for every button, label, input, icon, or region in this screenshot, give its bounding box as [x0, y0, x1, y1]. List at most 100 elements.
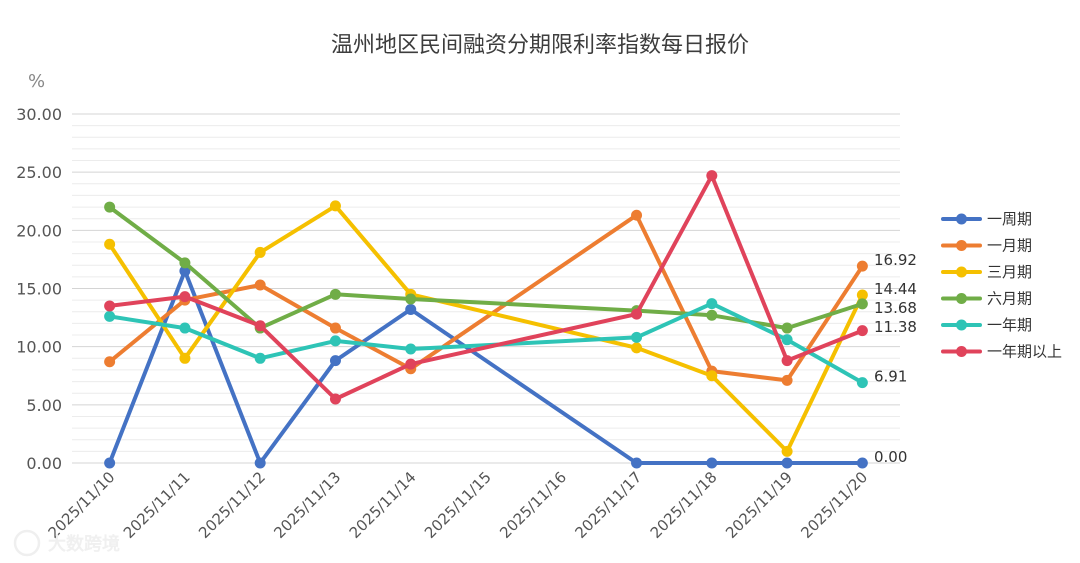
end-value-label: 13.68 — [874, 299, 917, 317]
data-point — [329, 288, 341, 300]
data-point — [631, 209, 643, 221]
data-point — [706, 457, 718, 469]
data-point — [781, 457, 793, 469]
data-point — [179, 291, 191, 303]
end-value-label: 16.92 — [874, 251, 917, 269]
y-tick-label: 0.00 — [26, 454, 62, 473]
data-point — [329, 355, 341, 367]
data-point — [405, 343, 417, 355]
y-tick-label: 20.00 — [16, 221, 62, 240]
data-point — [856, 325, 868, 337]
data-point — [254, 320, 266, 332]
data-point — [329, 322, 341, 334]
grid-lines — [72, 113, 900, 464]
legend-item: 六月期 — [941, 290, 1032, 308]
legend-label: 三月期 — [987, 263, 1032, 281]
data-point — [104, 300, 116, 312]
data-point — [104, 356, 116, 368]
data-point — [856, 298, 868, 310]
x-tick-label: 2025/11/20 — [797, 468, 871, 542]
data-point — [405, 303, 417, 315]
y-tick-label: 25.00 — [16, 163, 62, 182]
data-point — [329, 200, 341, 212]
data-point — [706, 370, 718, 382]
x-tick-label: 2025/11/13 — [270, 468, 344, 542]
legend-marker — [956, 240, 967, 251]
legend-marker — [956, 213, 967, 225]
y-tick-label: 30.00 — [16, 105, 62, 124]
series-三月期 — [104, 200, 868, 457]
series-六月期 — [104, 201, 868, 334]
data-point — [104, 310, 116, 322]
legend-item: 三月期 — [941, 263, 1032, 281]
data-point — [631, 331, 643, 343]
data-point — [706, 170, 718, 182]
chart-title: 温州地区民间融资分期限利率指数每日报价 — [331, 33, 749, 58]
data-point — [254, 352, 266, 364]
data-point — [856, 260, 868, 272]
legend-marker — [956, 346, 967, 357]
data-point — [405, 358, 417, 370]
x-tick-label: 2025/11/18 — [647, 468, 721, 542]
y-tick-label: 15.00 — [16, 280, 62, 299]
legend-marker — [956, 266, 967, 278]
end-value-label: 6.91 — [874, 368, 907, 386]
legend-label: 一月期 — [987, 237, 1032, 255]
data-point — [706, 298, 718, 310]
x-tick-label: 2025/11/15 — [421, 468, 495, 542]
x-tick-label: 2025/11/12 — [195, 468, 269, 542]
series-line — [107, 203, 865, 454]
y-tick-label: 10.00 — [16, 338, 62, 357]
legend-item: 一周期 — [941, 210, 1032, 228]
data-point — [179, 257, 191, 269]
data-point — [405, 293, 417, 305]
data-point — [179, 352, 191, 364]
series-lines — [104, 170, 868, 469]
series-一年期 — [104, 298, 868, 389]
data-point — [254, 246, 266, 258]
legend-marker — [956, 319, 967, 331]
x-tick-label: 2025/11/11 — [120, 468, 194, 542]
end-value-label: 11.38 — [874, 318, 917, 336]
x-tick-label: 2025/11/17 — [572, 468, 646, 542]
legend-label: 一年期 — [987, 316, 1032, 334]
series-一年期以上 — [104, 170, 868, 405]
end-value-label: 14.44 — [874, 280, 917, 298]
legend-item: 一年期以上 — [941, 343, 1062, 361]
x-tick-label: 2025/11/14 — [346, 468, 420, 542]
data-point — [179, 322, 191, 334]
data-point — [706, 309, 718, 321]
data-point — [631, 342, 643, 354]
legend-item: 一年期 — [941, 316, 1032, 334]
data-point — [781, 334, 793, 346]
data-point — [781, 322, 793, 334]
data-point — [104, 238, 116, 250]
data-point — [254, 457, 266, 469]
data-point — [329, 335, 341, 347]
data-point — [254, 279, 266, 291]
data-point — [179, 265, 191, 277]
end-value-label: 0.00 — [874, 448, 907, 466]
legend-label: 一周期 — [987, 210, 1032, 228]
watermark-text: 大数跨境 — [48, 533, 120, 555]
y-axis-unit: % — [28, 71, 45, 92]
data-point — [329, 393, 341, 405]
data-point — [104, 201, 116, 213]
legend-label: 六月期 — [987, 290, 1032, 308]
legend-label: 一年期以上 — [987, 343, 1062, 361]
data-point — [781, 445, 793, 457]
y-tick-label: 5.00 — [26, 396, 62, 415]
data-point — [856, 457, 868, 469]
data-point — [856, 289, 868, 301]
watermark-logo-icon — [13, 529, 41, 557]
watermark: 大数跨境 — [13, 529, 120, 557]
x-tick-label: 2025/11/16 — [496, 468, 570, 542]
series-一周期 — [104, 265, 868, 469]
data-point — [781, 374, 793, 386]
data-point — [631, 457, 643, 469]
y-axis-ticks: 0.00 5.00 10.00 15.00 20.00 25.00 30.00 — [16, 105, 62, 473]
legend-item: 一月期 — [941, 237, 1032, 255]
